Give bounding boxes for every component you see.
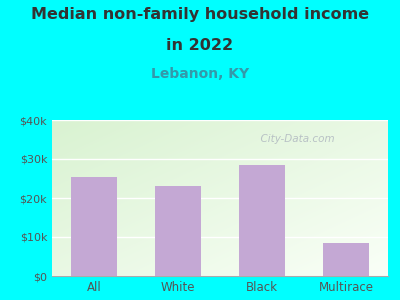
Text: City-Data.com: City-Data.com (254, 134, 334, 144)
Bar (239, 165, 285, 276)
Bar (71, 176, 117, 276)
Text: in 2022: in 2022 (166, 38, 234, 52)
Text: Lebanon, KY: Lebanon, KY (151, 68, 249, 82)
Bar (155, 186, 201, 276)
Text: Median non-family household income: Median non-family household income (31, 8, 369, 22)
Bar (323, 243, 369, 276)
